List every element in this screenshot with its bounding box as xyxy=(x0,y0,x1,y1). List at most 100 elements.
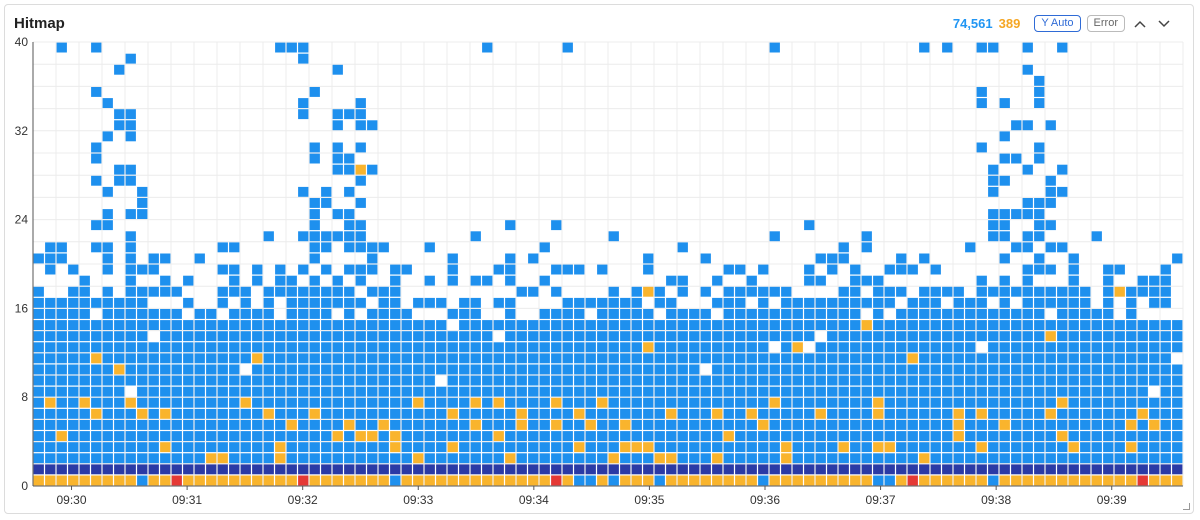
heatmap-cell xyxy=(562,375,573,386)
heatmap-cell xyxy=(1045,431,1056,441)
heatmap-cell xyxy=(505,220,516,231)
heatmap-cell xyxy=(884,431,895,441)
heatmap-cell xyxy=(585,331,596,342)
heatmap-cell xyxy=(815,353,826,364)
heatmap-cell xyxy=(160,464,171,475)
resize-handle[interactable] xyxy=(1183,503,1190,510)
x-tick-label: 09:35 xyxy=(634,493,664,507)
heatmap-cell xyxy=(838,386,849,397)
heatmap-cell xyxy=(608,342,619,353)
heatmap-cell xyxy=(804,408,815,419)
heatmap-cell xyxy=(723,342,734,353)
heatmap-cell xyxy=(102,242,113,253)
heatmap-cell xyxy=(907,475,918,486)
heatmap-cell xyxy=(746,353,757,364)
heatmap-cell xyxy=(482,431,493,441)
heatmap-cell xyxy=(528,286,539,297)
y-tick-label: 8 xyxy=(21,390,28,404)
heatmap-cell xyxy=(459,420,470,430)
heatmap-cell xyxy=(896,386,907,397)
heatmap-cell xyxy=(1114,286,1125,297)
heatmap-cell xyxy=(1045,475,1056,486)
heatmap-cell xyxy=(424,364,435,375)
heatmap-cell xyxy=(1172,442,1183,453)
heatmap-cell xyxy=(286,331,297,342)
heatmap-cell xyxy=(355,375,366,386)
heatmap-cell xyxy=(620,431,631,441)
heatmap-cell xyxy=(367,342,378,353)
heatmap-cell xyxy=(275,475,286,486)
heatmap-cell xyxy=(585,464,596,475)
heatmap-cell xyxy=(988,231,999,242)
heatmap-cell xyxy=(896,342,907,353)
heatmap-cell xyxy=(102,375,113,386)
heatmap-cell xyxy=(930,320,941,330)
error-filter-button[interactable]: Error xyxy=(1086,15,1125,32)
heatmap-cell xyxy=(608,375,619,386)
heatmap-cell xyxy=(976,375,987,386)
heatmap-cell xyxy=(976,42,987,53)
heatmap-cell xyxy=(1034,442,1045,453)
heatmap-cell xyxy=(378,364,389,375)
heatmap-cell xyxy=(631,331,642,342)
heatmap-cell xyxy=(171,464,182,475)
heatmap-cell xyxy=(976,275,987,286)
heatmap-cell xyxy=(827,342,838,353)
heatmap-cell xyxy=(689,397,700,408)
heatmap-cell xyxy=(332,353,343,364)
heatmap-cell xyxy=(631,453,642,464)
heatmap-cell xyxy=(332,431,343,441)
heatmap-cell xyxy=(631,442,642,453)
heatmap-cell xyxy=(217,375,228,386)
heatmap-cell xyxy=(401,475,412,486)
heatmap-cell xyxy=(1103,397,1114,408)
heatmap-cell xyxy=(746,331,757,342)
heatmap-cell xyxy=(631,364,642,375)
expand-down-button[interactable] xyxy=(1155,16,1173,32)
heatmap-cell xyxy=(1034,142,1045,153)
heatmap-cell xyxy=(689,386,700,397)
heatmap-cell xyxy=(896,397,907,408)
heatmap-cell xyxy=(309,331,320,342)
heatmap-cell xyxy=(539,375,550,386)
heatmap-cell xyxy=(735,342,746,353)
heatmap-cell xyxy=(355,408,366,419)
heatmap-cell xyxy=(309,297,320,308)
heatmap-cell xyxy=(183,397,194,408)
heatmap-cell xyxy=(631,408,642,419)
heatmap-cell xyxy=(1057,386,1068,397)
collapse-up-button[interactable] xyxy=(1131,16,1149,32)
heatmap-cell xyxy=(930,431,941,441)
heatmap-cell xyxy=(781,286,792,297)
heatmap-cell xyxy=(390,297,401,308)
heatmap-cell xyxy=(1137,275,1148,286)
heatmap-cell xyxy=(252,264,263,275)
y-auto-button[interactable]: Y Auto xyxy=(1034,15,1081,32)
heatmap-cell xyxy=(1034,431,1045,441)
heatmap-cell xyxy=(643,342,654,353)
heatmap-cell xyxy=(884,342,895,353)
heatmap-cell xyxy=(68,431,79,441)
heatmap-cell xyxy=(459,297,470,308)
heatmap-cell xyxy=(1034,231,1045,242)
heatmap-cell xyxy=(1091,408,1102,419)
heatmap-cell xyxy=(907,264,918,275)
heatmap-cell xyxy=(574,331,585,342)
heatmap-cell xyxy=(1034,253,1045,264)
heatmap-cell xyxy=(631,297,642,308)
heatmap-cell xyxy=(229,275,240,286)
heatmap-cell xyxy=(712,386,723,397)
heatmap-cell xyxy=(367,353,378,364)
heatmap-cell xyxy=(1172,253,1183,264)
heatmap-cell xyxy=(229,464,240,475)
heatmap-cell xyxy=(528,320,539,330)
heatmap-cell xyxy=(367,475,378,486)
heatmap-cell xyxy=(114,397,125,408)
heatmap-cell xyxy=(574,431,585,441)
heatmap-cell xyxy=(217,353,228,364)
heatmap-cell xyxy=(68,464,79,475)
heatmap-cell xyxy=(574,375,585,386)
heatmap-cell xyxy=(344,342,355,353)
heatmap-cell xyxy=(516,453,527,464)
heatmap-cell xyxy=(79,375,90,386)
